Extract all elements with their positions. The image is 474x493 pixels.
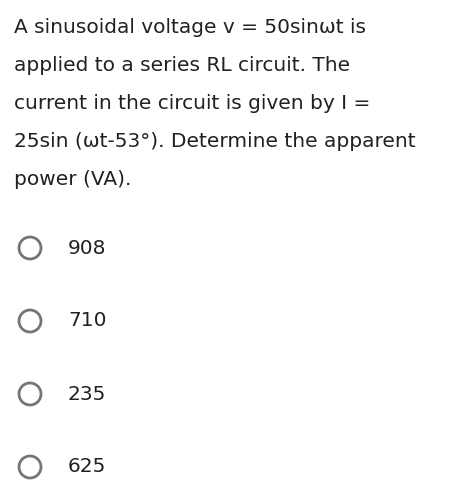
Text: 235: 235 (68, 385, 106, 403)
Text: 908: 908 (68, 239, 107, 257)
Text: power (VA).: power (VA). (14, 170, 131, 189)
Text: 625: 625 (68, 458, 106, 477)
Text: applied to a series RL circuit. The: applied to a series RL circuit. The (14, 56, 350, 75)
Circle shape (19, 237, 41, 259)
Text: current in the circuit is given by I =: current in the circuit is given by I = (14, 94, 370, 113)
Text: 25sin (ωt-53°). Determine the apparent: 25sin (ωt-53°). Determine the apparent (14, 132, 416, 151)
Circle shape (19, 456, 41, 478)
Circle shape (19, 383, 41, 405)
Text: 710: 710 (68, 312, 107, 330)
Circle shape (19, 310, 41, 332)
Text: A sinusoidal voltage v = 50sinωt is: A sinusoidal voltage v = 50sinωt is (14, 18, 366, 37)
